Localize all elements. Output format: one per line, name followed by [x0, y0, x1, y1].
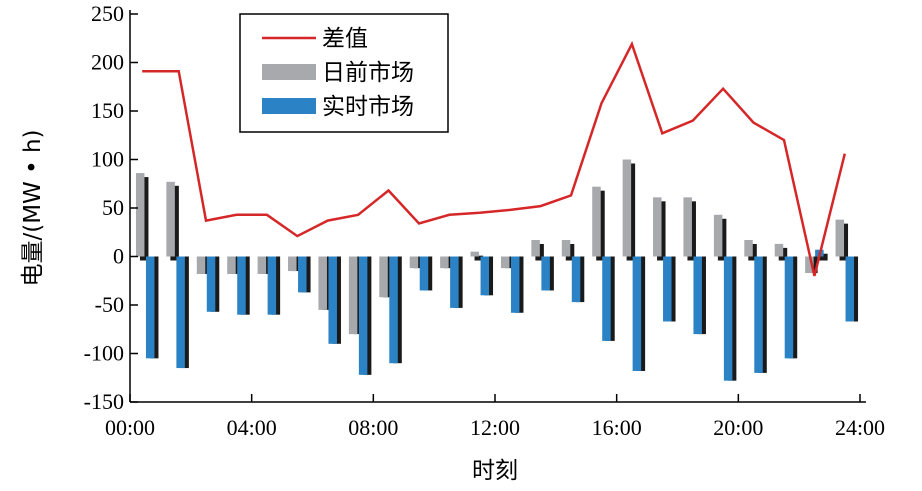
bar-real-time	[754, 256, 763, 373]
bar-real-time	[237, 256, 246, 315]
x-tick-label: 16:00	[592, 415, 642, 440]
x-tick-label: 00:00	[105, 415, 155, 440]
y-tick-label: 200	[91, 50, 124, 75]
bar-real-time	[328, 256, 337, 344]
bar-day-ahead	[257, 256, 267, 274]
bar-real-time	[450, 256, 459, 308]
y-tick-label: 250	[91, 1, 124, 26]
bar-day-ahead	[744, 240, 753, 257]
bar-real-time	[723, 256, 733, 381]
y-tick-label: 0	[113, 244, 124, 269]
x-tick-label: 20:00	[713, 415, 763, 440]
bar-real-time	[206, 256, 216, 312]
bar-day-ahead	[713, 214, 723, 257]
bar-real-time	[145, 256, 155, 359]
y-axis-title: 电量/(MW • h)	[20, 129, 46, 286]
bar-real-time	[298, 256, 307, 293]
bar-day-ahead	[835, 219, 845, 257]
bar-day-ahead	[805, 256, 814, 273]
bar-day-ahead	[683, 197, 692, 257]
y-tick-label: -100	[84, 341, 124, 366]
bar-real-time	[480, 256, 490, 296]
bar-day-ahead	[288, 256, 297, 272]
bar-real-time	[845, 256, 855, 322]
bar-day-ahead	[318, 256, 327, 310]
x-tick-label: 04:00	[227, 415, 277, 440]
series-line-diff	[142, 40, 847, 277]
bar-day-ahead	[653, 197, 662, 257]
bar-day-ahead	[470, 251, 480, 257]
bar-real-time	[784, 256, 794, 359]
bar-real-time	[419, 256, 429, 291]
bar-day-ahead	[531, 240, 540, 257]
legend-swatch-day-ahead	[262, 64, 316, 80]
bar-day-ahead	[348, 256, 358, 335]
bar-real-time	[693, 256, 702, 335]
legend-swatch-real-time	[262, 98, 316, 114]
x-tick-label: 12:00	[470, 415, 520, 440]
bar-day-ahead	[500, 256, 510, 269]
bar-real-time	[176, 256, 185, 369]
bar-day-ahead	[409, 256, 419, 269]
legend-label-diff: 差值	[322, 26, 368, 52]
bar-day-ahead	[227, 256, 236, 274]
bar-day-ahead-shadow	[474, 255, 484, 261]
y-tick-label: 150	[91, 98, 124, 123]
bar-real-time	[389, 256, 398, 364]
y-tick-label: 100	[91, 147, 124, 172]
bar-real-time	[632, 256, 642, 371]
y-tick-label: -150	[84, 389, 124, 414]
bar-day-ahead	[440, 256, 449, 269]
bar-real-time	[510, 256, 520, 313]
x-tick-label: 24:00	[835, 415, 885, 440]
bar-real-time	[541, 256, 550, 291]
bar-real-time	[267, 256, 277, 315]
bar-real-time-shadow	[819, 253, 828, 261]
bar-day-ahead	[379, 256, 388, 298]
bar-day-ahead	[561, 240, 571, 257]
line-layer	[142, 40, 847, 277]
legend: 差值 日前市场 实时市场	[239, 13, 449, 133]
y-tick-label: 50	[102, 195, 124, 220]
bar-real-time	[571, 256, 581, 303]
bar-real-time	[358, 256, 368, 375]
bar-real-time	[602, 256, 611, 341]
bar-day-ahead	[166, 181, 175, 257]
x-axis-title: 时刻	[472, 458, 518, 484]
bars-layer	[135, 159, 859, 381]
y-tick-label: -50	[95, 292, 124, 317]
bar-day-ahead	[622, 159, 632, 257]
legend-label-real-time: 实时市场	[322, 94, 414, 120]
bar-day-ahead	[592, 186, 601, 257]
bar-day-ahead	[774, 243, 784, 257]
bar-day-ahead	[135, 173, 145, 257]
bar-real-time	[663, 256, 672, 322]
x-tick-label: 08:00	[348, 415, 398, 440]
bar-day-ahead	[196, 256, 206, 274]
legend-label-day-ahead: 日前市场	[322, 60, 414, 86]
